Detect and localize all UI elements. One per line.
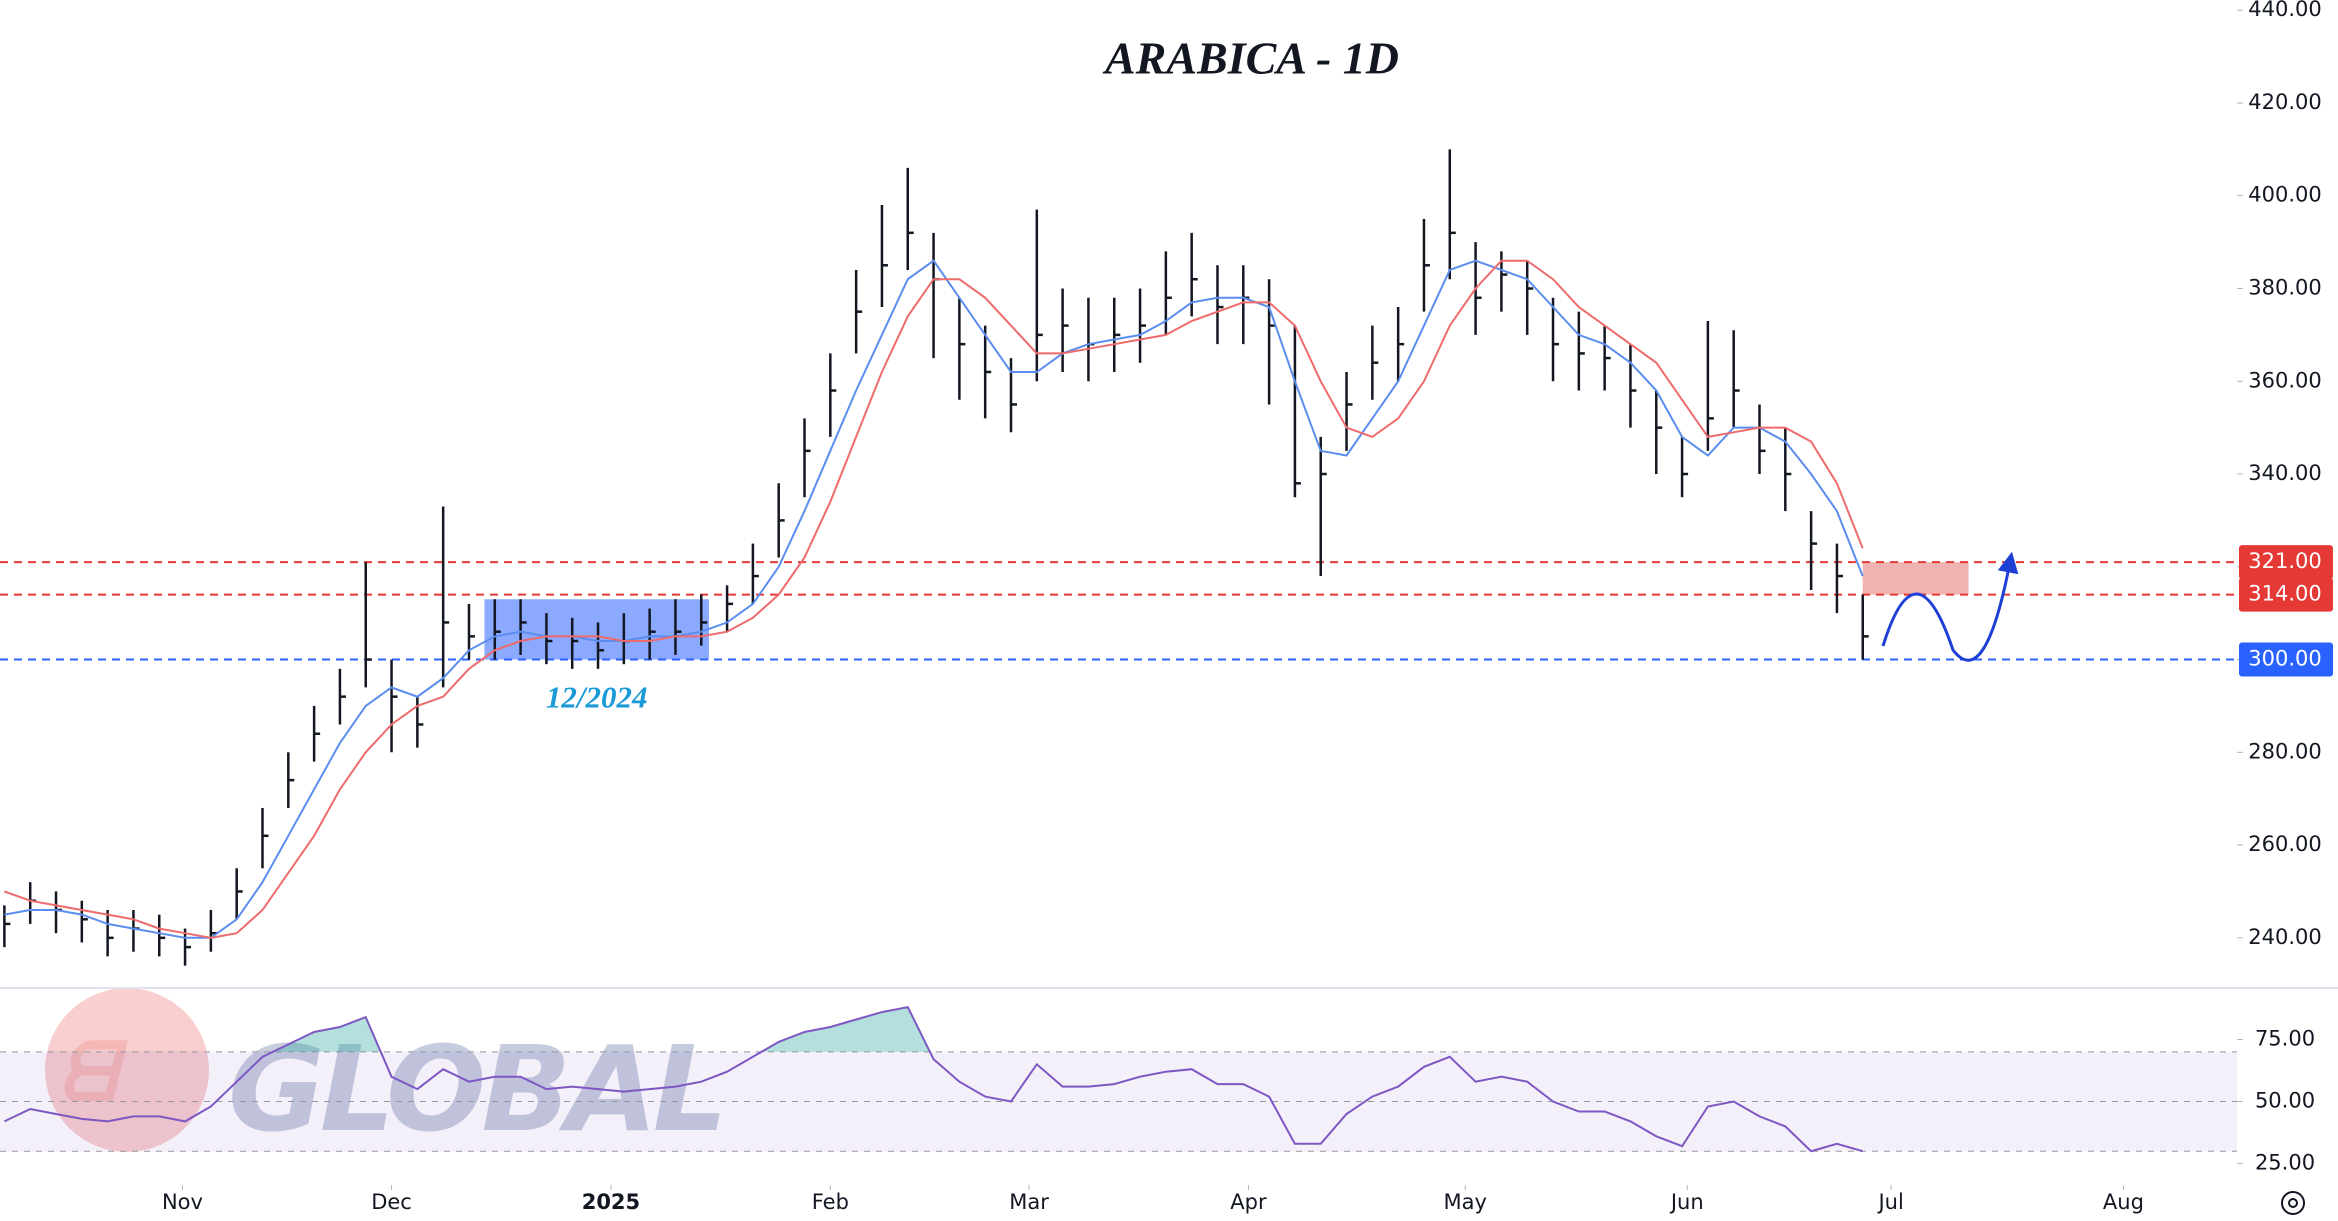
y-tick-label: 240.00 xyxy=(2248,925,2321,949)
watermark: ᗺ GLOBAL xyxy=(45,988,728,1158)
level-label: 314.00 xyxy=(2248,582,2321,606)
zone-label: 12/2024 xyxy=(546,680,648,715)
x-tick-label: Feb xyxy=(812,1190,849,1214)
level-tag xyxy=(2239,545,2333,580)
projection-arrow xyxy=(1881,551,2019,662)
x-tick-label: Jul xyxy=(1876,1190,1903,1214)
marks xyxy=(3,149,1869,1153)
y-tick-label: 75.00 xyxy=(2255,1026,2315,1050)
x-tick-label: Apr xyxy=(1230,1190,1267,1214)
x-tick-label: Jun xyxy=(1669,1190,1704,1214)
level-label: 300.00 xyxy=(2248,647,2321,671)
settings-icon[interactable] xyxy=(2281,1191,2305,1215)
y-tick-label: 400.00 xyxy=(2248,183,2321,207)
y-tick-label: 360.00 xyxy=(2248,368,2321,392)
moving-average xyxy=(4,259,1864,939)
rsi-line xyxy=(3,1005,1863,1153)
y-tick-label: 440.00 xyxy=(2248,0,2321,21)
x-tick-label: Dec xyxy=(371,1190,412,1214)
x-tick-label: Nov xyxy=(162,1190,203,1214)
zone xyxy=(1862,562,1969,595)
labels: 240.00260.00280.00300.00320.00340.00360.… xyxy=(162,0,2333,1214)
y-tick-label: 420.00 xyxy=(2248,90,2321,114)
y-tick-label: 50.00 xyxy=(2255,1089,2315,1113)
logo-circle xyxy=(45,988,209,1152)
level-label: 321.00 xyxy=(2248,549,2321,573)
x-tick-label: May xyxy=(1444,1190,1487,1214)
y-tick-label: 380.00 xyxy=(2248,275,2321,299)
zone xyxy=(484,599,710,660)
y-tick-label: 25.00 xyxy=(2255,1151,2315,1175)
y-tick-label: 260.00 xyxy=(2248,832,2321,856)
x-tick-label: Mar xyxy=(1009,1190,1049,1214)
y-tick-label: 280.00 xyxy=(2248,739,2321,763)
x-tick-label: Aug xyxy=(2103,1190,2144,1214)
y-tick-label: 340.00 xyxy=(2248,461,2321,485)
level-tag xyxy=(2239,642,2333,677)
grid xyxy=(0,9,2243,1190)
level-tag xyxy=(2239,577,2333,612)
x-tick-label: 2025 xyxy=(582,1190,640,1214)
chart-title: ARABICA - 1D xyxy=(1102,33,1399,84)
moving-average xyxy=(4,259,1864,939)
